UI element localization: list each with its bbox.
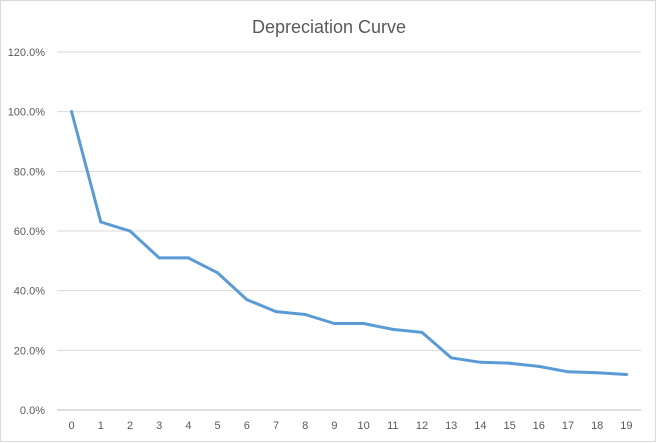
gridlines: [57, 51, 641, 411]
data-point: [216, 271, 220, 275]
x-tick-label: 12: [416, 420, 428, 432]
x-tick-label: 11: [387, 420, 398, 432]
y-axis-tick-labels: 0.0% 20.0% 40.0% 60.0% 80.0% 100.0% 120.0%: [8, 47, 46, 417]
data-point: [420, 330, 424, 334]
x-tick-label: 9: [331, 420, 337, 432]
x-tick-label: 8: [302, 420, 308, 432]
series-line: [70, 110, 628, 376]
x-tick-label: 19: [620, 420, 632, 432]
chart-title: Depreciation Curve: [252, 17, 406, 37]
data-point: [449, 356, 453, 360]
data-point: [157, 256, 161, 260]
data-point: [508, 361, 512, 365]
data-point: [362, 321, 366, 325]
y-tick-label: 80.0%: [14, 166, 45, 178]
y-tick-label: 0.0%: [20, 405, 45, 417]
x-tick-label: 1: [98, 420, 104, 432]
y-tick-label: 100.0%: [8, 107, 46, 119]
x-tick-label: 15: [503, 420, 515, 432]
data-point: [303, 313, 307, 317]
data-point: [70, 110, 74, 114]
data-point: [566, 370, 570, 374]
data-point: [624, 372, 628, 376]
data-point: [595, 371, 599, 375]
data-point: [274, 310, 278, 314]
y-tick-label: 120.0%: [8, 47, 46, 59]
x-tick-label: 6: [244, 420, 250, 432]
data-point: [245, 298, 249, 302]
x-tick-label: 13: [445, 420, 457, 432]
data-point: [128, 229, 132, 233]
x-tick-label: 4: [185, 420, 191, 432]
x-tick-label: 16: [533, 420, 545, 432]
x-tick-label: 2: [127, 420, 133, 432]
x-tick-label: 17: [562, 420, 574, 432]
y-tick-label: 40.0%: [14, 286, 45, 298]
data-point: [537, 364, 541, 368]
data-point: [186, 256, 190, 260]
data-point: [99, 220, 103, 224]
series-layer: [70, 110, 628, 376]
x-tick-label: 18: [591, 420, 603, 432]
data-point: [478, 360, 482, 364]
x-tick-label: 7: [273, 420, 279, 432]
x-tick-label: 3: [156, 420, 162, 432]
y-tick-label: 20.0%: [14, 345, 45, 357]
x-tick-label: 14: [474, 420, 486, 432]
data-point: [391, 327, 395, 331]
data-point: [332, 321, 336, 325]
x-tick-label: 10: [357, 420, 369, 432]
y-tick-label: 60.0%: [14, 226, 45, 238]
x-tick-label: 5: [215, 420, 221, 432]
x-axis-tick-labels: 0 1 2 3 4 5 6 7 8 9 10 11 12 13 14 15 16 17 18 19: [69, 420, 633, 432]
x-tick-label: 0: [69, 420, 75, 432]
